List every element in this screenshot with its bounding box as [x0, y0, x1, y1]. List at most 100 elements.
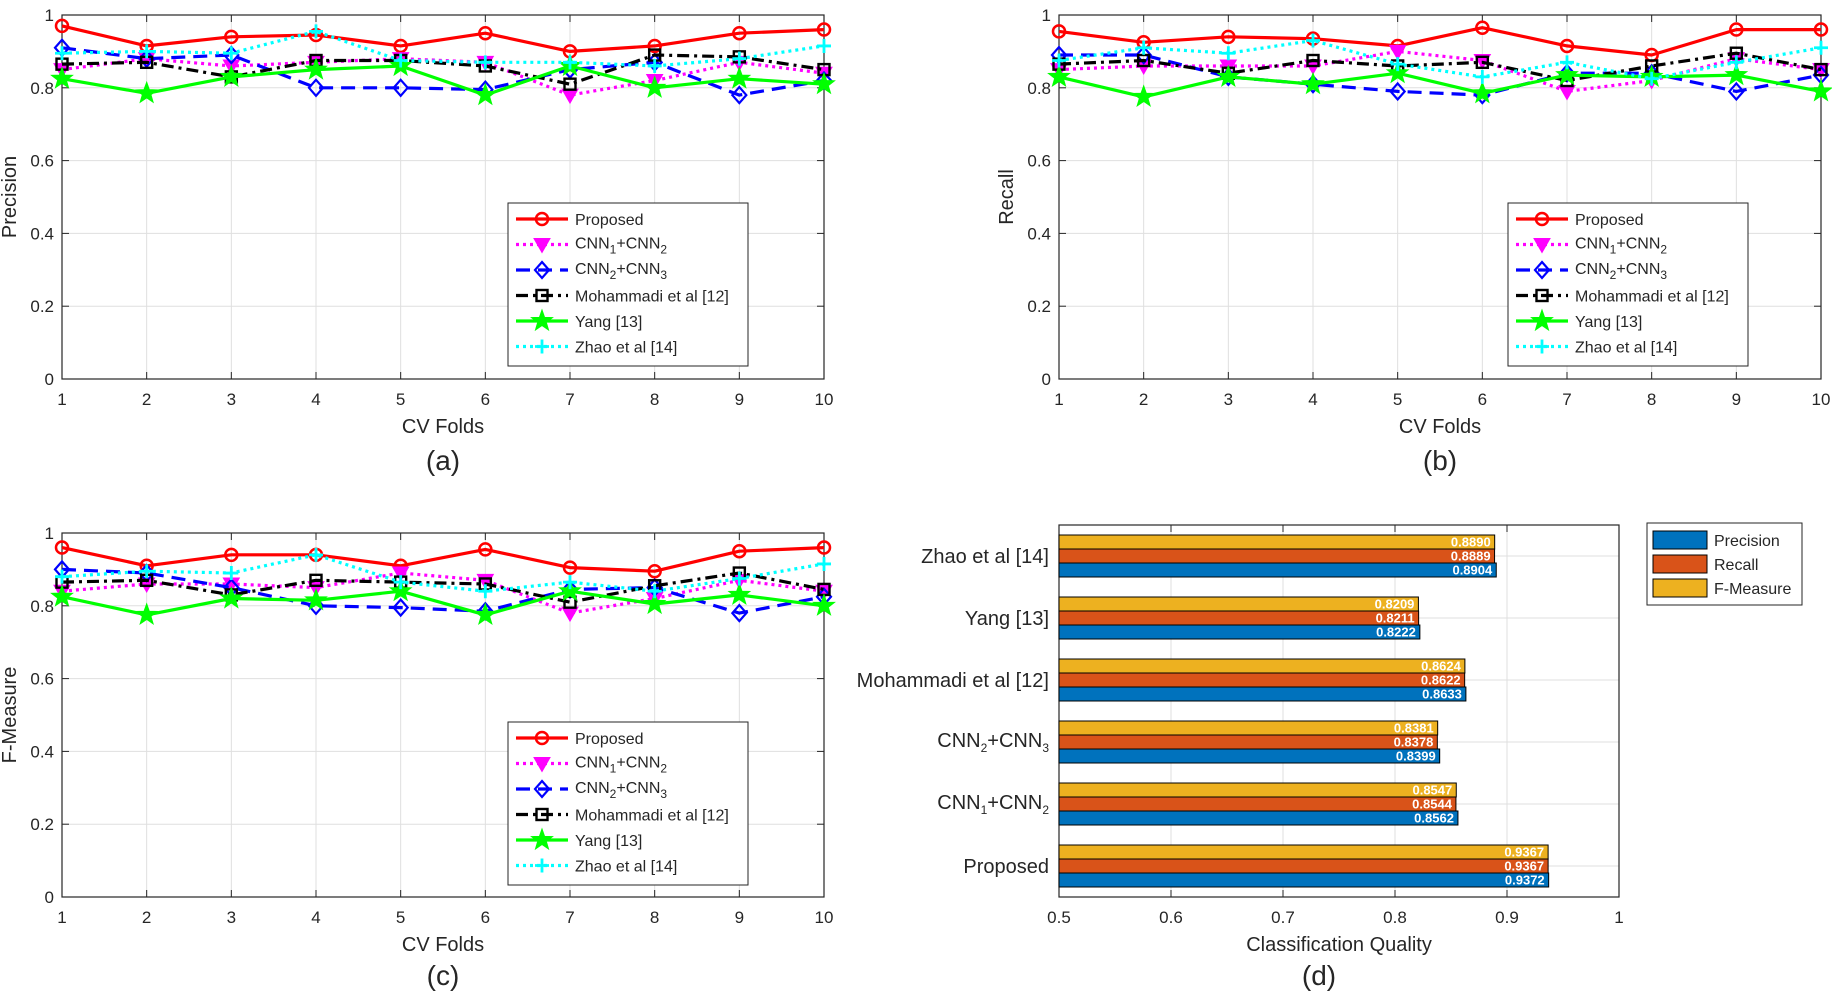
data-point-cnn23 [730, 85, 748, 105]
bar-recall [1058, 734, 1438, 750]
data-point-zhao-shape [732, 51, 747, 66]
data-point-cnn23 [1389, 81, 1407, 102]
label-subscript: 3 [660, 268, 667, 282]
data-point-zhao [1475, 69, 1490, 84]
y-axis-label: Recall [996, 169, 1018, 225]
legend-label: Proposed [575, 731, 644, 748]
bar-recall [1058, 548, 1496, 564]
legend-marker-cnn12-shape [533, 757, 551, 773]
y-tick-label: 1 [45, 524, 54, 543]
label-subscript: 2 [610, 268, 617, 282]
data-point-zhao-shape [309, 547, 323, 562]
x-tick-label: 8 [650, 390, 659, 409]
data-point-cnn23-shape [730, 85, 748, 105]
data-point-zhao [817, 556, 831, 571]
category-label: Yang [13] [965, 608, 1049, 630]
data-point-cnn23 [392, 78, 410, 98]
series-line-yang [61, 64, 825, 97]
data-point-proposed-shape [732, 543, 747, 559]
label-plus: + [616, 236, 625, 253]
data-point-yang-shape [727, 582, 752, 606]
data-point-yang [1385, 60, 1410, 84]
data-point-proposed-shape [54, 540, 70, 555]
data-point-yang-shape [812, 593, 836, 616]
data-point-zhao [224, 46, 239, 61]
bar-value-label: 0.8209 [1375, 597, 1415, 612]
legend-marker-zhao-shape [535, 858, 549, 873]
y-tick-label: 0 [45, 888, 54, 907]
legend-marker-mohammadi-shape [535, 288, 549, 303]
bar-recall [1058, 858, 1549, 874]
axes-box [1058, 524, 1620, 898]
data-point-zhao [1390, 57, 1405, 72]
label-subscript: 2 [660, 762, 667, 776]
legend-label: Yang [13] [575, 314, 642, 331]
series-line-proposed [1058, 26, 1821, 57]
legend-entry-precision: Precision [1652, 530, 1780, 550]
legend: Precision Recall F-Measure [1646, 522, 1803, 606]
x-tick-label: 3 [227, 908, 236, 927]
data-point-proposed [1221, 29, 1236, 45]
bar-value-label: 0.8562 [1414, 811, 1454, 826]
data-point-cnn23-shape [730, 603, 748, 623]
bar-precision [1058, 810, 1459, 826]
data-point-yang-shape [219, 64, 244, 88]
x-tick-label: 6 [1478, 390, 1487, 409]
data-point-proposed-shape [816, 540, 832, 555]
data-point-yang [812, 71, 836, 95]
x-tick-label: 2 [142, 390, 151, 409]
label-base: CNN [1575, 261, 1610, 278]
legend-marker-proposed-shape [534, 211, 550, 227]
x-tick-label: 10 [815, 908, 834, 927]
legend-label: CNN1+CNN2 [575, 755, 667, 776]
series-zhao [55, 24, 831, 73]
legend-marker-proposed [1534, 211, 1550, 227]
data-point-yang [1555, 62, 1579, 86]
y-tick-label: 0.2 [30, 815, 54, 834]
legend-marker-yang [1530, 308, 1554, 332]
data-point-zhao-shape [1136, 40, 1151, 55]
label-plus: + [616, 261, 625, 278]
data-point-zhao-shape [1221, 46, 1236, 61]
data-point-cnn23 [1558, 63, 1576, 83]
data-point-proposed [478, 542, 493, 557]
x-tick-label: 6 [481, 908, 490, 927]
x-tick-label: 8 [1647, 390, 1656, 409]
data-point-yang [727, 582, 752, 606]
y-tick-label: 0.2 [30, 297, 54, 316]
legend-entry-zhao: Zhao et al [14] [516, 858, 677, 876]
series-yang [50, 53, 836, 106]
legend-marker-proposed-shape [534, 730, 550, 746]
legend-marker-mohammadi [535, 288, 549, 303]
legend-entry-cnn12: CNN1+CNN2 [1516, 236, 1667, 257]
legend-marker-proposed [534, 211, 550, 227]
x-tick-label: 0.8 [1383, 908, 1407, 927]
label-subscript: 1 [1610, 243, 1617, 257]
legend-entry-yang: Yang [13] [1516, 308, 1642, 332]
data-point-proposed [816, 540, 832, 555]
data-point-zhao-shape [393, 53, 408, 68]
data-point-proposed [1729, 22, 1744, 37]
label-subscript: 3 [660, 787, 667, 801]
legend-label: Recall [1714, 557, 1758, 574]
label-base: CNN [626, 780, 661, 797]
y-tick-label: 0.6 [30, 152, 54, 171]
legend-entry-cnn23: CNN2+CNN3 [1516, 260, 1667, 282]
axes-box [1058, 14, 1822, 380]
legend-entry-f-measure: F-Measure [1652, 578, 1791, 598]
legend-swatch [1652, 578, 1708, 598]
line-chart-1: 1 2 3 4 5 6 7 8 9 10 0 0.2 0.4 0.6 0.8 1 CV Folds Recall (… [996, 6, 1832, 476]
data-point-yang [1724, 62, 1749, 86]
data-point-proposed [1475, 20, 1490, 35]
data-point-yang [304, 587, 328, 611]
legend-label: Yang [13] [1575, 314, 1642, 331]
data-point-zhao [55, 46, 69, 61]
data-point-zhao-shape [1729, 55, 1744, 70]
data-point-proposed-shape [478, 542, 493, 557]
data-point-cnn23-shape [1135, 45, 1153, 65]
data-point-zhao [1136, 40, 1151, 55]
legend-entry-cnn12: CNN1+CNN2 [516, 236, 667, 257]
data-point-zhao-shape [1390, 57, 1405, 72]
bar-value-label: 0.8378 [1394, 735, 1434, 750]
